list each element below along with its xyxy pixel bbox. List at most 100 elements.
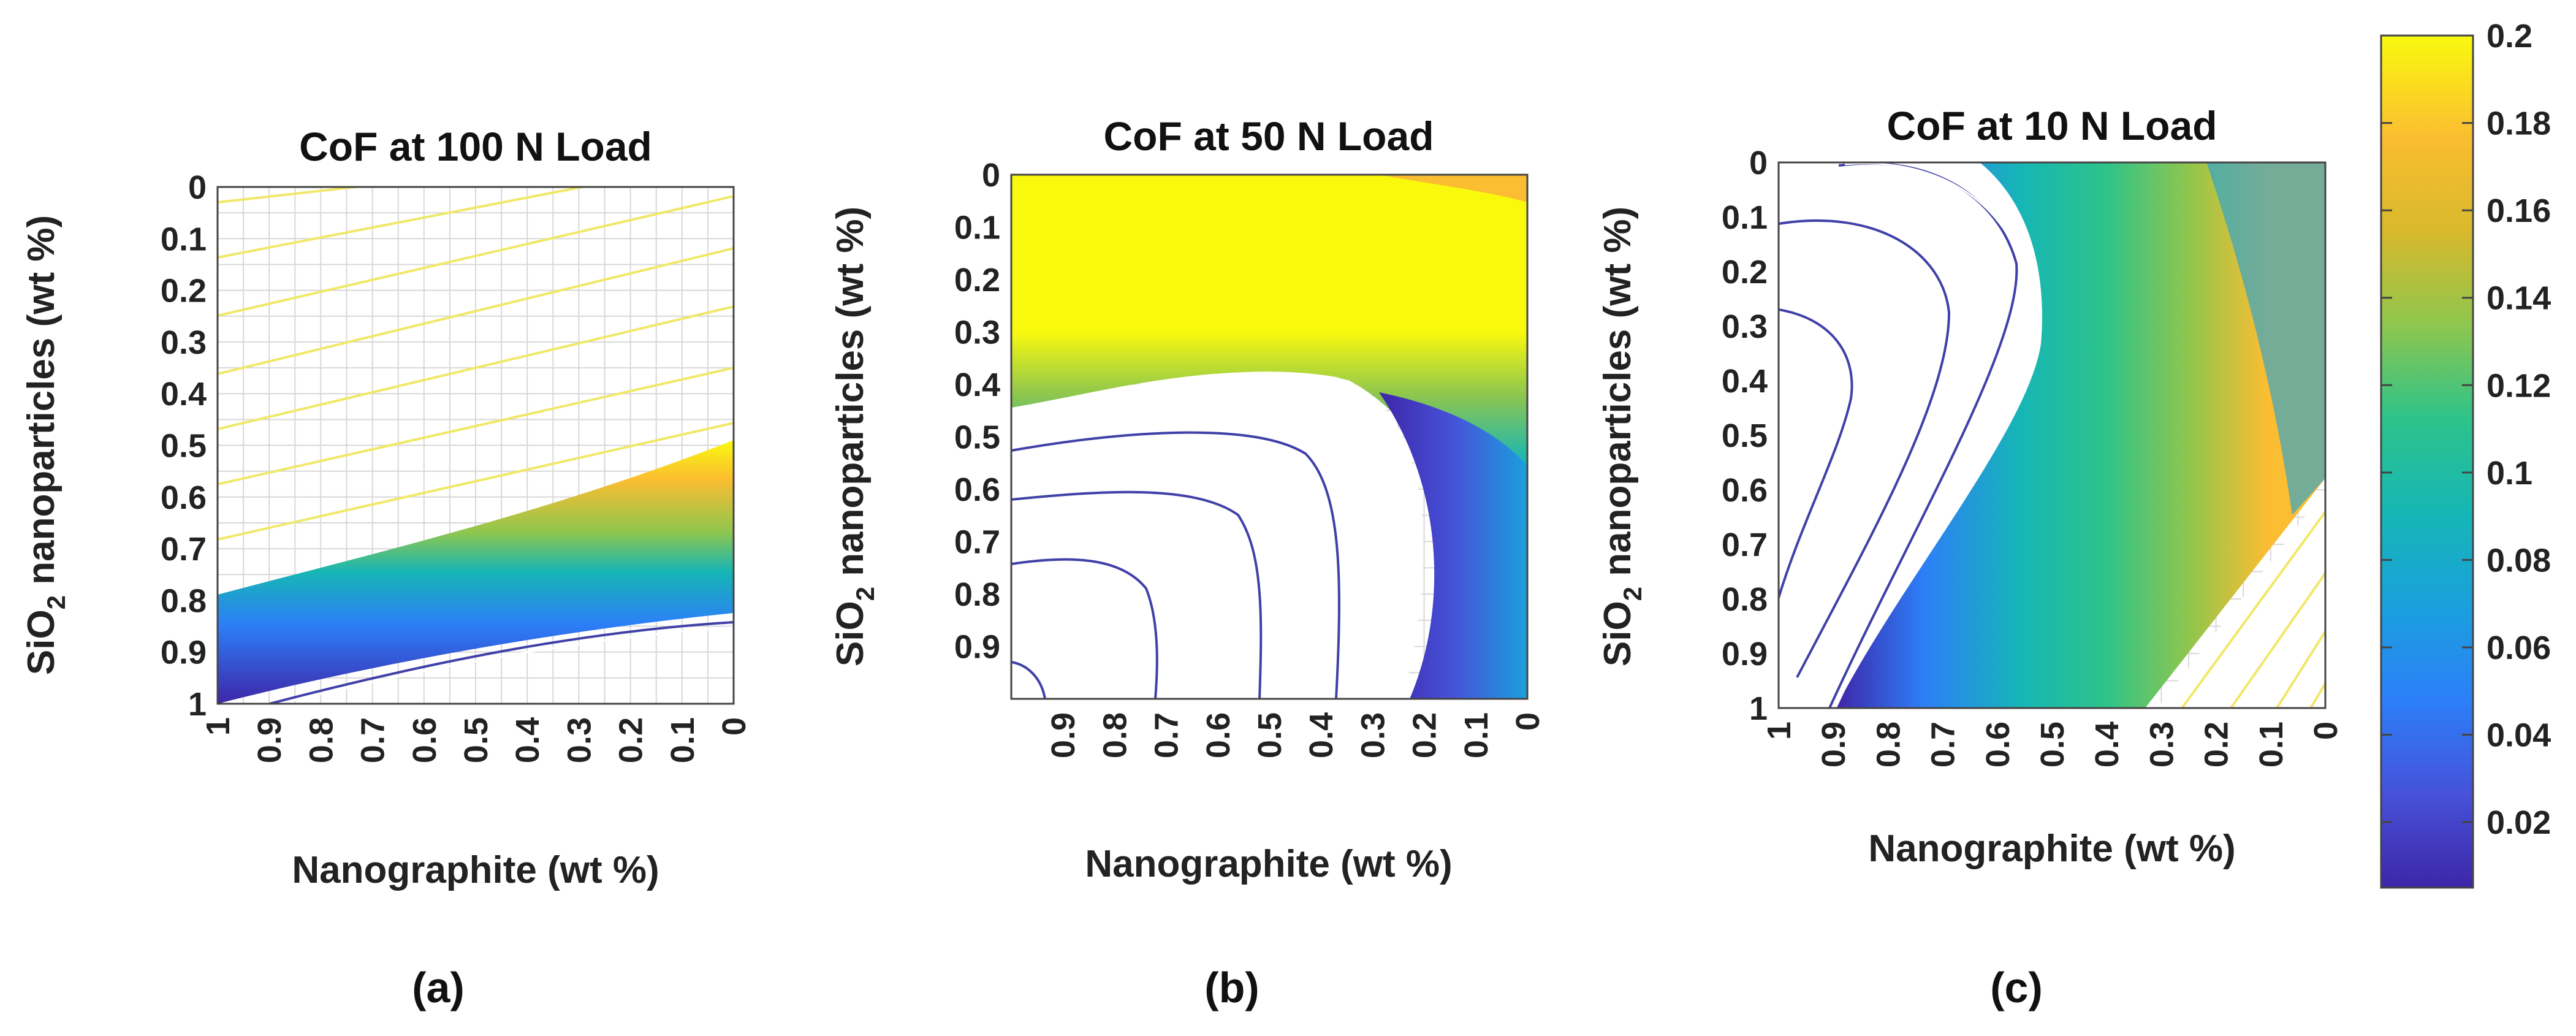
- x-tick-label-a: 0.5: [458, 717, 495, 763]
- colorbar-tick-label: 0.2: [2487, 18, 2532, 55]
- ylabel-b-sub: 2: [851, 587, 880, 601]
- x-tick-label-b: 0.3: [1354, 712, 1391, 758]
- colorbar-tick-label: 0.12: [2487, 367, 2551, 404]
- cof-low-region-c: [1779, 162, 2042, 708]
- y-tick-label-c: 0.9: [1722, 636, 1768, 672]
- ylabel-b-rest: nanoparticles (wt %): [829, 207, 872, 587]
- x-tick-label-c: 0.3: [2143, 722, 2180, 767]
- y-tick-label-b: 0.1: [954, 210, 1000, 246]
- y-tick-label-b: 0.5: [954, 419, 1000, 456]
- colorbar-gradient: [2380, 34, 2474, 889]
- xlabel-b: Nanographite (wt %): [1085, 843, 1452, 885]
- ylabel-b: SiO2 nanoparticles (wt %): [829, 207, 880, 666]
- y-tick-label-c: 0.8: [1722, 581, 1768, 618]
- x-tick-label-c: 0.4: [2089, 722, 2126, 767]
- x-tick-label-a: 0.7: [355, 717, 392, 763]
- y-tick-label-c: 0.6: [1722, 472, 1768, 509]
- cof-low-region-b: [1011, 371, 1423, 699]
- colorbar-tick-label: 0.06: [2487, 630, 2551, 666]
- y-tick-label-b: 0.4: [954, 367, 1000, 403]
- x-tick-label-c: 1: [1761, 722, 1798, 740]
- high-contours-c: [2181, 511, 2325, 708]
- panel-c: 0 0.1 0.2 0.3 0.4 0.5 0.6 0.7 0.8 0.9 11 0.9 0.8 0.7 0…: [1597, 103, 2344, 1011]
- y-tick-label-a: 0.4: [161, 376, 207, 413]
- x-tick-label-b: 0.2: [1407, 712, 1443, 758]
- low-contour-a-1: [269, 621, 734, 704]
- y-tick-label-c: 0.1: [1722, 199, 1768, 236]
- ticks-b: 0 0.1 0.2 0.3 0.4 0.5 0.6 0.7 0.8 0.9 0.9 0.8 0.7 0.6…: [954, 157, 1546, 758]
- colorbar-ticks: 0.2 0.18 0.16 0.14 0.12 0.1 0.08 0.06 0.04 0.02: [2381, 18, 2551, 841]
- cof-corner-b: [1379, 175, 1527, 202]
- x-tick-label-b: 0.4: [1303, 712, 1340, 758]
- colorbar-tick-label: 0.16: [2487, 192, 2551, 229]
- cof-high-region-c: [2157, 490, 2325, 708]
- colorbar-tick-label: 0.04: [2487, 717, 2551, 754]
- x-tick-label-b: 0.9: [1045, 712, 1082, 758]
- title-c: CoF at 10 N Load: [1886, 103, 2217, 148]
- cof-field-b-side: [1379, 392, 1527, 699]
- x-tick-label-c: 0.7: [1925, 722, 1962, 767]
- x-tick-label-a: 0.6: [406, 717, 443, 763]
- x-tick-label-a: 0.3: [561, 717, 598, 763]
- y-tick-label-a: 0.1: [161, 221, 207, 257]
- y-tick-label-c: 0.2: [1722, 254, 1768, 291]
- panel-label-a: (a): [412, 964, 465, 1011]
- x-tick-label-a: 0.9: [251, 717, 288, 763]
- ylabel-c: SiO2 nanoparticles (wt %): [1597, 207, 1647, 666]
- title-b: CoF at 50 N Load: [1103, 113, 1434, 159]
- low-contour-c-white: [1834, 162, 2024, 708]
- y-tick-label-c: 0.7: [1722, 527, 1768, 563]
- y-tick-label-a: 1: [188, 686, 207, 723]
- x-tick-label-b: 0.5: [1252, 712, 1288, 758]
- y-tick-label-c: 0: [1749, 145, 1768, 181]
- y-tick-label-b: 0.6: [954, 471, 1000, 508]
- panel-label-b: (b): [1204, 964, 1259, 1011]
- colorbar-tick-label: 0.18: [2487, 105, 2551, 142]
- y-tick-label-b: 0.2: [954, 262, 1000, 299]
- x-tick-label-a: 0.2: [613, 717, 650, 763]
- x-tick-label-c: 0: [2308, 722, 2344, 740]
- cof-band-c: [1836, 162, 2325, 708]
- y-tick-label-a: 0.7: [161, 531, 207, 568]
- y-tick-label-c: 0.5: [1722, 417, 1768, 454]
- x-tick-label-a: 0.8: [303, 717, 340, 763]
- x-tick-label-a: 0: [716, 717, 753, 736]
- y-tick-label-a: 0.2: [161, 273, 207, 310]
- y-tick-label-c: 1: [1749, 690, 1768, 727]
- ylabel-c-sub: 2: [1618, 587, 1647, 601]
- panel-b: 0 0.1 0.2 0.3 0.4 0.5 0.6 0.7 0.8 0.9 0.9 0.8 0.7 0.6…: [829, 113, 1546, 1011]
- high-contours-a: [218, 187, 734, 541]
- x-tick-label-b: 0: [1510, 712, 1546, 731]
- cof-band-a: [218, 440, 734, 704]
- y-tick-label-b: 0: [982, 157, 1000, 194]
- xlabel-c: Nanographite (wt %): [1868, 828, 2235, 870]
- x-tick-label-c: 0.8: [1870, 722, 1907, 767]
- y-tick-label-a: 0.5: [161, 428, 207, 465]
- colorbar-tick-label: 0.02: [2487, 804, 2551, 841]
- title-a: CoF at 100 N Load: [299, 124, 652, 169]
- x-tick-label-b: 0.7: [1149, 712, 1185, 758]
- low-contours-b: [1011, 431, 1340, 699]
- x-tick-label-c: 0.6: [1980, 722, 2016, 767]
- y-tick-label-a: 0.8: [161, 582, 207, 619]
- cof-field-b-top: [1011, 175, 1527, 699]
- colorbar-tick-label: 0.08: [2487, 542, 2551, 579]
- colorbar-tick-label: 0.14: [2487, 280, 2551, 317]
- colorbar: 0.2 0.18 0.16 0.14 0.12 0.1 0.08 0.06 0.04 0.02: [2380, 18, 2551, 889]
- x-tick-label-a: 1: [200, 717, 237, 736]
- ylabel-a-main: SiO: [20, 609, 63, 675]
- ylabel-b-main: SiO: [829, 601, 872, 666]
- colorbar-tick-label: 0.1: [2487, 455, 2532, 492]
- panel-a: 0 0.1 0.2 0.3 0.4 0.5 0.6 0.7 0.8 0.9 11 0.9 0.8 0.7 0…: [20, 124, 753, 1011]
- ylabel-a: SiO2 nanoparticles (wt %): [20, 215, 70, 675]
- x-tick-label-a: 0.4: [509, 717, 546, 763]
- y-tick-label-a: 0.3: [161, 324, 207, 361]
- y-tick-label-a: 0.6: [161, 479, 207, 516]
- y-tick-label-c: 0.3: [1722, 308, 1768, 345]
- xlabel-a: Nanographite (wt %): [292, 849, 659, 891]
- ylabel-c-main: SiO: [1597, 601, 1639, 666]
- x-tick-label-c: 0.2: [2198, 722, 2235, 767]
- x-tick-label-b: 0.6: [1200, 712, 1237, 758]
